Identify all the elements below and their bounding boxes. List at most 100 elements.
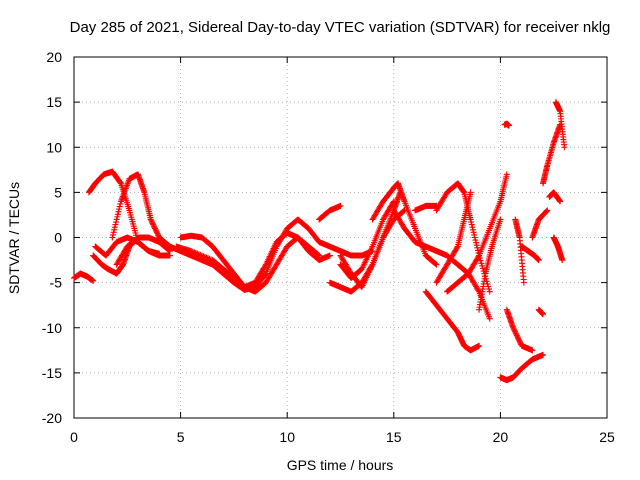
data-point	[529, 347, 536, 354]
data-point	[111, 226, 118, 233]
series-track-29	[552, 99, 568, 151]
data-point	[113, 216, 120, 223]
series-track-06	[113, 234, 173, 268]
data-point	[516, 338, 523, 345]
data-point	[453, 244, 460, 251]
data-point	[326, 252, 333, 259]
data-point	[113, 219, 120, 226]
y-axis-label: SDTVAR / TECUs	[6, 182, 22, 294]
data-point	[472, 237, 479, 244]
data-point	[166, 247, 173, 254]
data-point	[468, 221, 475, 228]
data-point	[150, 222, 157, 229]
series-track-01	[71, 270, 97, 284]
data-point	[109, 234, 116, 241]
data-point	[478, 260, 485, 267]
grid	[74, 57, 607, 418]
data-point	[475, 287, 482, 294]
data-point	[117, 200, 124, 207]
x-tick-label: 10	[279, 429, 295, 445]
y-tick-label: 10	[46, 139, 62, 155]
data-point	[514, 333, 521, 340]
data-point	[151, 224, 158, 231]
y-tick-label: -10	[42, 320, 62, 336]
data-point	[535, 257, 542, 264]
series-track-18	[422, 288, 483, 354]
data-point	[315, 251, 322, 258]
data-point	[470, 229, 477, 236]
data-point	[473, 242, 480, 249]
data-point	[473, 239, 480, 246]
data-point	[390, 199, 397, 206]
data-point	[471, 231, 478, 238]
data-point	[467, 216, 474, 223]
data-point	[476, 342, 483, 349]
series-track-31	[550, 234, 566, 264]
data-point	[401, 207, 408, 214]
data-point	[114, 213, 121, 220]
y-tick-label: 15	[46, 94, 62, 110]
data-point	[520, 279, 527, 286]
data-point	[111, 224, 118, 231]
axis-ticks: 0 5 10 15 20 25 -20 -15 -10 -5 0 5 10 15 20	[42, 49, 615, 445]
data-point	[153, 229, 160, 236]
series-track-21	[476, 216, 504, 313]
series-track-26	[518, 243, 542, 264]
data-point	[505, 122, 512, 129]
data-points	[71, 99, 568, 384]
data-point	[148, 219, 155, 226]
series-track-22	[501, 120, 512, 129]
data-point	[117, 179, 124, 186]
data-point	[154, 230, 161, 237]
data-point	[540, 351, 547, 358]
data-point	[337, 202, 344, 209]
data-point	[153, 228, 160, 235]
data-point	[510, 324, 517, 331]
data-point	[471, 234, 478, 241]
data-point	[561, 144, 568, 151]
data-point	[486, 288, 493, 295]
data-point	[559, 257, 566, 264]
data-point	[110, 229, 117, 236]
y-tick-label: -5	[50, 275, 63, 291]
data-point	[468, 219, 475, 226]
chart-title: Day 285 of 2021, Sidereal Day-to-day VTE…	[70, 19, 611, 36]
data-point	[557, 198, 564, 205]
data-point	[433, 261, 440, 268]
data-point	[432, 260, 439, 267]
data-point	[150, 221, 157, 228]
data-point	[515, 335, 522, 342]
data-point	[116, 203, 123, 210]
data-point	[544, 207, 551, 214]
data-point	[513, 332, 520, 339]
data-point	[513, 331, 520, 338]
data-point	[152, 225, 159, 232]
series-track-04	[109, 171, 173, 250]
x-tick-label: 0	[70, 429, 78, 445]
data-point	[479, 265, 486, 272]
data-point	[543, 208, 550, 215]
data-point	[316, 252, 323, 259]
y-tick-label: -15	[42, 365, 62, 381]
data-point	[485, 283, 492, 290]
y-tick-label: 5	[54, 184, 62, 200]
series-track-09	[173, 234, 323, 295]
data-point	[115, 208, 122, 215]
data-point	[543, 208, 550, 215]
data-point	[503, 171, 510, 178]
series-track-32	[535, 306, 547, 318]
data-point	[90, 277, 97, 284]
x-axis-label: GPS time / hours	[287, 457, 394, 473]
data-point	[469, 226, 476, 233]
data-point	[475, 253, 482, 260]
data-point	[467, 189, 474, 196]
data-point	[515, 336, 522, 343]
data-point	[152, 226, 159, 233]
data-point	[512, 328, 519, 335]
series-track-19	[433, 189, 474, 286]
x-tick-label: 20	[493, 429, 509, 445]
data-point	[114, 211, 121, 218]
data-point	[469, 224, 476, 231]
data-point	[516, 337, 523, 344]
